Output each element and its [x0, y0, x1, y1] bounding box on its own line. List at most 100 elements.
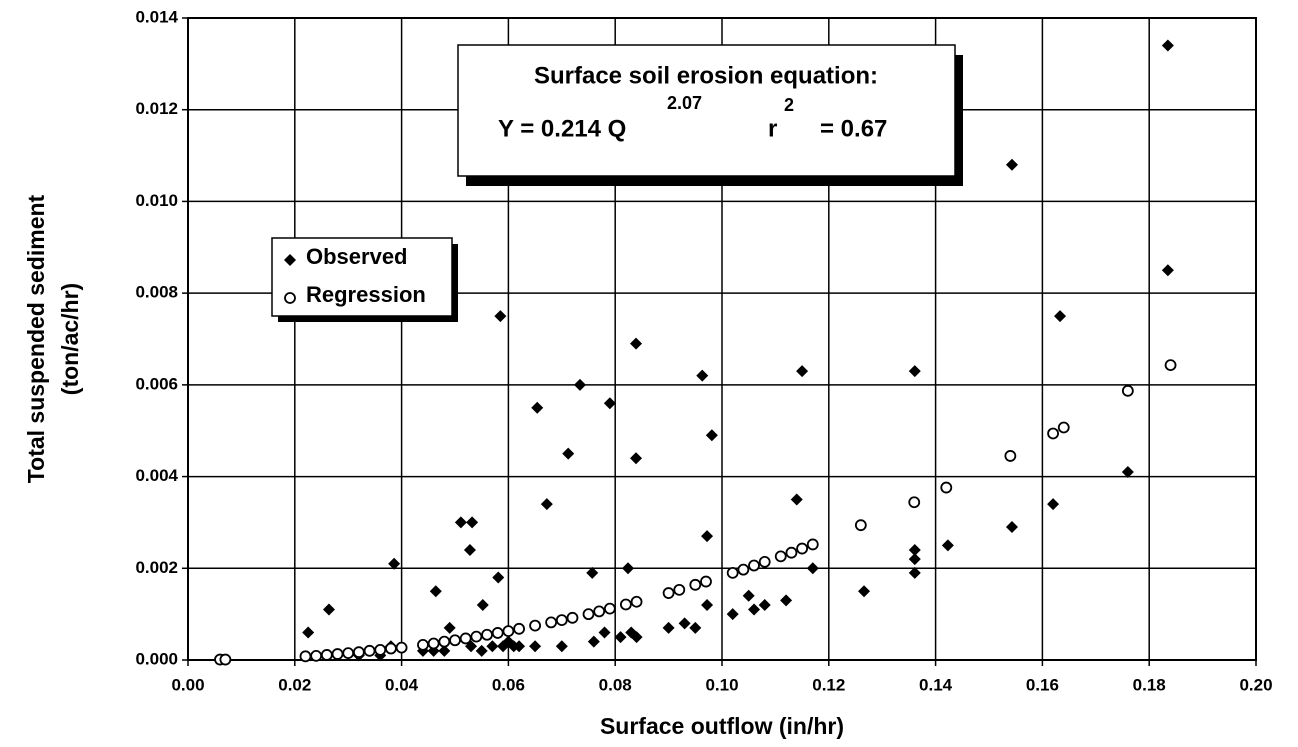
point — [662, 587, 675, 599]
point — [476, 598, 489, 611]
point — [774, 550, 787, 563]
annotation-title: Surface soil erosion equation: — [534, 62, 878, 89]
x-tick-label: 0.16 — [1026, 675, 1059, 694]
y-axis-label: Total suspended sediment — [23, 194, 49, 483]
point — [331, 648, 344, 660]
point — [940, 481, 953, 494]
point — [540, 498, 553, 511]
point — [320, 649, 333, 661]
point — [614, 631, 627, 644]
point — [908, 566, 921, 579]
point — [513, 622, 525, 635]
point — [494, 310, 507, 323]
point — [790, 493, 803, 506]
point — [427, 637, 440, 650]
point — [438, 635, 451, 648]
legend — [271, 237, 453, 317]
point — [363, 644, 376, 657]
point — [388, 557, 401, 570]
point — [459, 632, 472, 645]
point — [562, 447, 575, 460]
y-tick-label: 0.000 — [135, 649, 178, 668]
point — [531, 401, 544, 414]
point — [700, 575, 712, 588]
legend-marker — [284, 254, 296, 266]
y-tick-label: 0.012 — [135, 99, 178, 118]
point — [622, 562, 635, 575]
point — [566, 611, 579, 624]
point — [701, 530, 714, 543]
point — [486, 640, 499, 653]
y-tick-label: 0.006 — [135, 374, 178, 393]
point — [1004, 450, 1017, 462]
point — [908, 553, 921, 566]
point — [463, 543, 476, 556]
annotation-r: r — [768, 115, 777, 142]
point — [908, 365, 921, 378]
y-tick-label: 0.002 — [135, 558, 178, 577]
point — [748, 559, 760, 572]
annotation-box — [457, 44, 956, 177]
y-tick-label: 0.008 — [135, 283, 178, 302]
point — [854, 519, 867, 532]
point — [662, 621, 675, 634]
legend-label: Regression — [306, 282, 426, 307]
point — [438, 644, 451, 657]
point — [673, 583, 686, 596]
point — [630, 595, 643, 608]
point — [1161, 39, 1174, 52]
point — [449, 634, 461, 647]
point — [1164, 359, 1177, 372]
point — [630, 631, 643, 644]
x-tick-label: 0.12 — [812, 675, 845, 694]
point — [758, 598, 771, 611]
point — [858, 585, 871, 598]
point — [491, 627, 504, 639]
point — [374, 644, 387, 656]
point — [529, 619, 541, 632]
point — [299, 650, 312, 663]
point — [1005, 158, 1018, 171]
annotation-equation: Y = 0.214 Q — [498, 115, 626, 142]
point — [352, 646, 365, 659]
point — [780, 594, 793, 607]
x-tick-label: 0.14 — [919, 675, 953, 694]
annotation-r-value: = 0.67 — [820, 115, 887, 142]
annotation-r-exponent: 2 — [784, 95, 794, 115]
point — [466, 516, 479, 529]
point — [908, 496, 921, 509]
point — [1057, 421, 1070, 434]
x-tick-label: 0.02 — [278, 675, 311, 694]
point — [603, 397, 616, 410]
point — [385, 642, 397, 655]
point — [1121, 384, 1134, 397]
point — [342, 647, 355, 660]
point — [1121, 465, 1134, 478]
point — [475, 644, 488, 657]
point — [1161, 264, 1174, 277]
point — [310, 649, 323, 662]
x-tick-label: 0.00 — [171, 675, 204, 694]
point — [806, 562, 819, 575]
y-tick-label: 0.014 — [135, 7, 178, 26]
point — [598, 626, 611, 639]
point — [941, 539, 954, 552]
point — [555, 614, 568, 627]
point — [454, 516, 467, 529]
point — [630, 337, 643, 350]
point — [529, 640, 542, 653]
point — [696, 369, 709, 382]
point — [481, 628, 493, 641]
point — [726, 608, 739, 621]
point — [796, 542, 808, 555]
point — [443, 621, 456, 634]
point — [586, 566, 599, 579]
point — [502, 625, 515, 638]
point — [322, 603, 335, 616]
point — [758, 555, 771, 568]
point — [470, 630, 483, 643]
point — [742, 589, 755, 602]
y-axis-label: (ton/ac/hr) — [57, 283, 83, 395]
point — [689, 621, 702, 634]
